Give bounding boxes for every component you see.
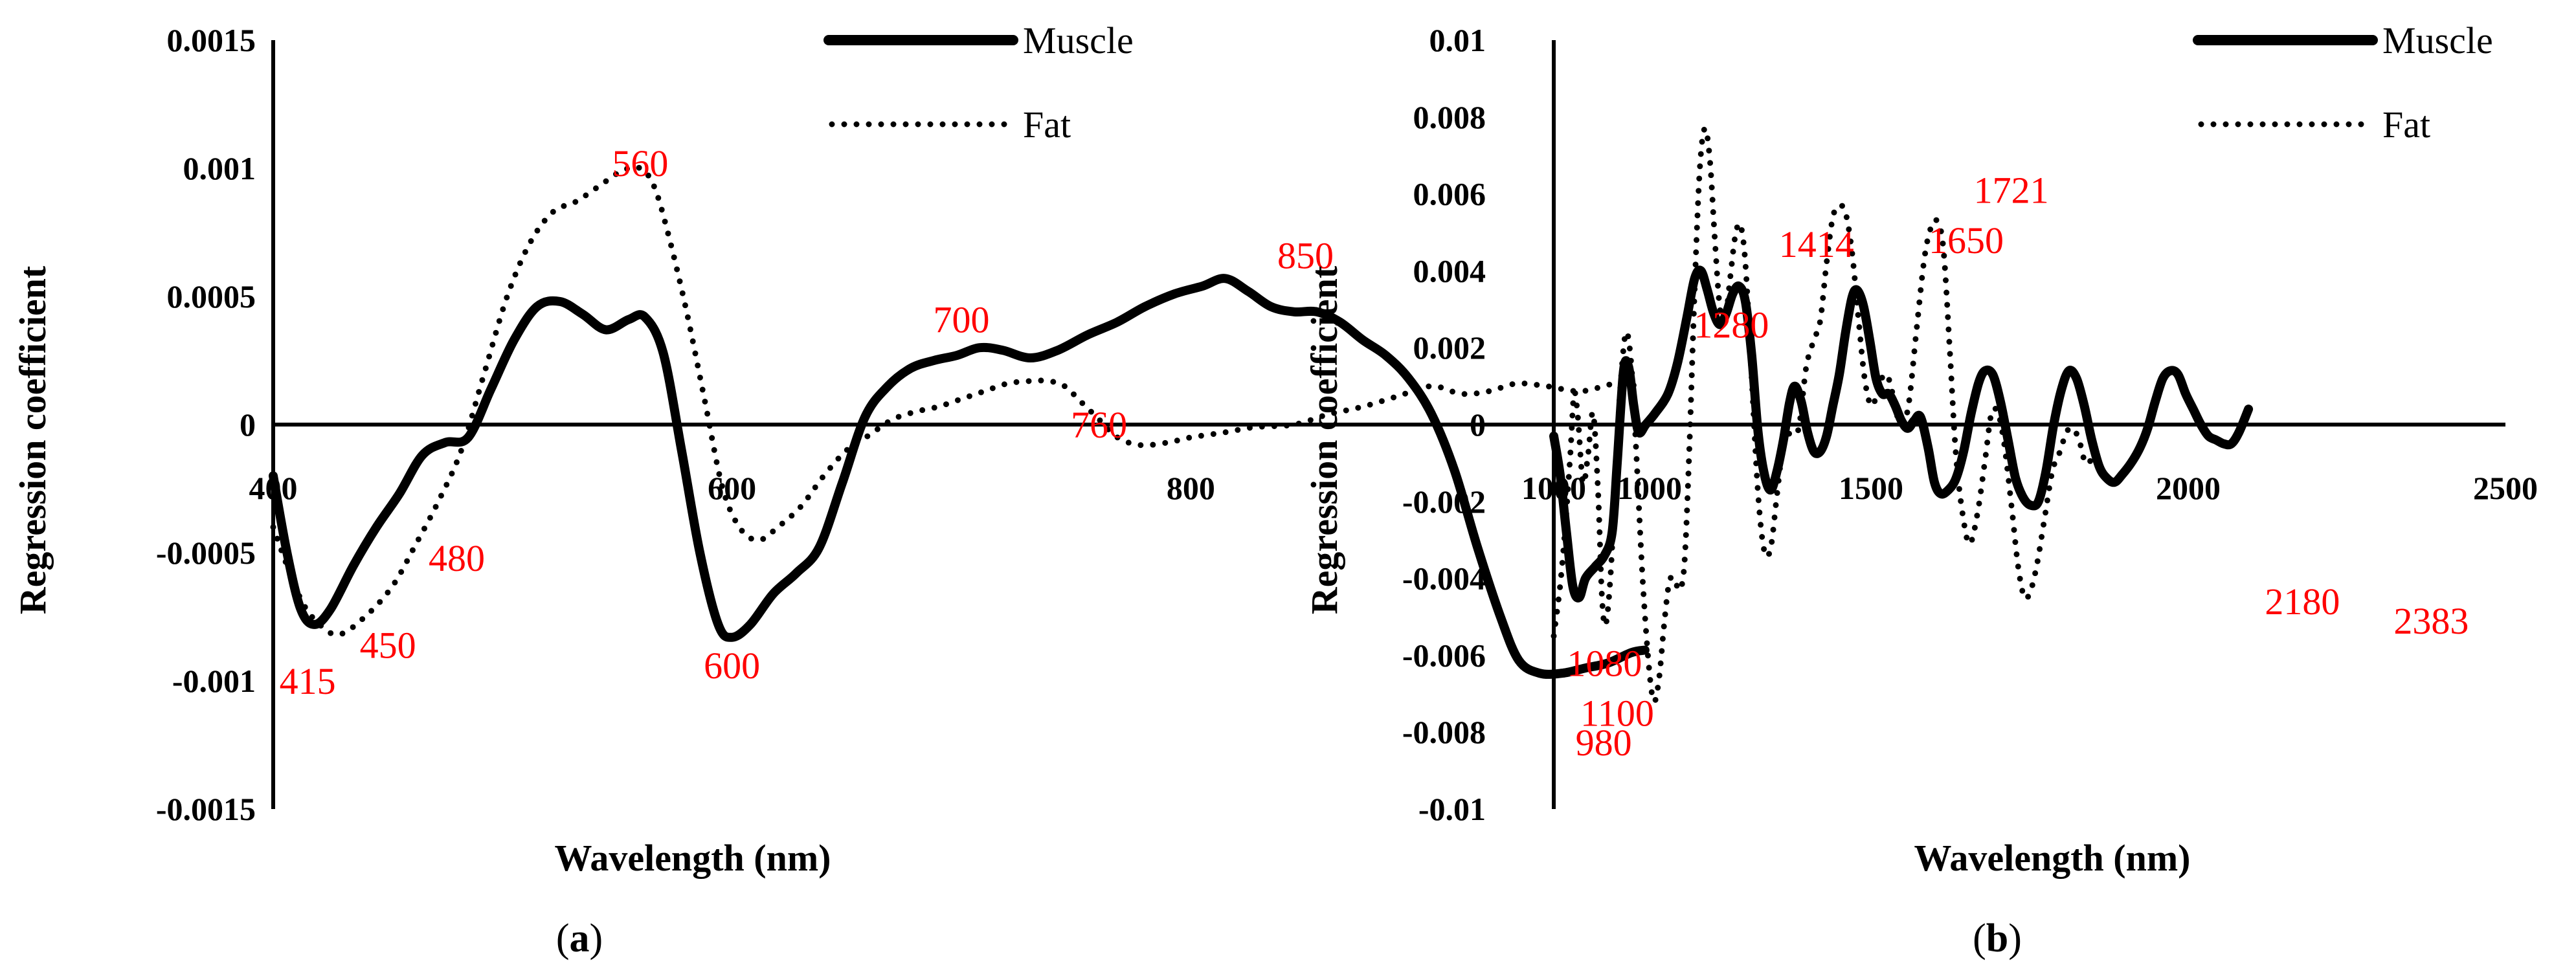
panel-a-series-layer: [269, 164, 1650, 679]
x-tick-label: 2000: [2156, 470, 2221, 506]
x-tick-label: 2500: [2473, 470, 2538, 506]
annotation-label: 760: [1071, 404, 1127, 446]
chart-panel-b: 0.01 0.008 0.006 0.004 0.002 0 -0.002 -0.004 -0.…: [1303, 19, 2538, 960]
panel-a-label: (a): [556, 916, 603, 960]
panel-b-ticks: 0.01 0.008 0.006 0.004 0.002 0 -0.002 -0.004 -0.…: [1402, 22, 2538, 827]
annotation-label: 450: [360, 625, 416, 667]
x-tick-label: 600: [708, 470, 756, 506]
panel-a-xlabel: Wavelength (nm): [555, 837, 831, 879]
panel-b-label-open: (: [1973, 916, 1986, 960]
x-tick-label: 400: [249, 470, 298, 506]
panel-a-axes: [271, 40, 1650, 809]
y-tick-label: 0.0005: [167, 278, 256, 315]
y-tick-label: 0.006: [1413, 176, 1486, 212]
y-tick-label: 0.001: [183, 150, 256, 186]
x-tick-label: 800: [1167, 470, 1215, 506]
y-tick-label: 0.01: [1429, 22, 1486, 58]
annotation-label: 1280: [1694, 304, 1769, 346]
series-line-muscle: [1549, 265, 2254, 603]
series-line-fat: [270, 164, 1641, 638]
panel-a-label-close: ): [590, 916, 603, 960]
panel-a-label-letter: a: [570, 916, 590, 960]
series-line-fat: [1551, 126, 2095, 705]
y-tick-label: 0.0015: [167, 22, 256, 58]
annotation-label: 1414: [1779, 223, 1854, 265]
panel-a-ticks: 0.0015 0.001 0.0005 0 -0.0005 -0.001 -0.0015 40…: [156, 22, 1682, 827]
panel-b-label: (b): [1973, 916, 2022, 960]
panel-a-ylabel: Regression coefficient: [12, 265, 54, 614]
y-tick-label: 0: [240, 406, 256, 443]
annotation-label: 600: [704, 645, 760, 687]
annotation-label: 700: [934, 299, 990, 341]
panel-b-ylabel: Regression coefficient: [1303, 265, 1345, 614]
annotation-label: 1100: [1580, 693, 1654, 735]
y-tick-label: 0: [1470, 406, 1486, 443]
y-tick-label: -0.001: [172, 663, 256, 699]
panel-b-xlabel: Wavelength (nm): [1914, 837, 2191, 879]
x-tick-label: 1500: [1839, 470, 1903, 506]
annotation-label: 2383: [2393, 600, 2469, 642]
y-tick-label: -0.006: [1402, 637, 1486, 673]
y-tick-label: -0.0005: [156, 535, 256, 571]
annotation-label: 1080: [1567, 642, 1642, 684]
y-tick-label: -0.008: [1402, 714, 1486, 750]
panel-b-legend: Muscle Fat: [2193, 19, 2493, 146]
x-tick-label: 1000: [1521, 470, 1586, 506]
annotation-label: 1721: [1974, 170, 2049, 212]
series-line-muscle: [269, 274, 1650, 679]
annotation-label: 560: [612, 142, 668, 184]
panel-b-series-layer: [1549, 126, 2254, 705]
panel-a-legend: Muscle Fat: [823, 19, 1134, 146]
y-tick-label: 0.004: [1413, 252, 1486, 289]
annotation-label: 415: [280, 660, 336, 702]
chart-panel-a: 0.0015 0.001 0.0005 0 -0.0005 -0.001 -0.0015 40…: [12, 19, 1682, 960]
legend-muscle-label: Muscle: [2382, 19, 2493, 61]
panel-b-axes: [1552, 40, 2505, 809]
panel-a-annotations: 560 700 850 760 480 450 415 600 980: [280, 142, 1632, 764]
panel-b-label-letter: b: [1986, 916, 2008, 960]
annotation-label: 1650: [1929, 219, 2004, 261]
annotation-label: 480: [429, 537, 485, 579]
legend-muscle-label: Muscle: [1023, 19, 1134, 61]
y-tick-label: -0.01: [1418, 791, 1486, 827]
panel-b-label-close: ): [2008, 916, 2022, 960]
legend-fat-label: Fat: [1023, 104, 1071, 146]
panel-a-label-open: (: [556, 916, 570, 960]
annotation-label: 980: [1576, 722, 1632, 764]
y-tick-label: -0.002: [1402, 483, 1486, 520]
y-tick-label: -0.004: [1402, 560, 1486, 597]
y-tick-label: 0.008: [1413, 99, 1486, 135]
x-tick-label: 1000: [1617, 470, 1682, 506]
y-tick-label: -0.0015: [156, 791, 256, 827]
y-tick-label: 0.002: [1413, 329, 1486, 366]
annotation-label: 850: [1277, 235, 1334, 277]
annotation-label: 2180: [2265, 581, 2340, 623]
legend-fat-label: Fat: [2382, 104, 2430, 146]
